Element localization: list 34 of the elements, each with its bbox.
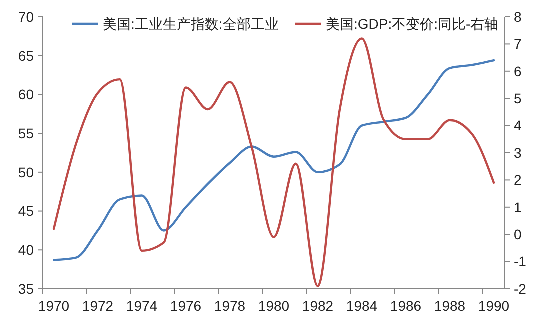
y-tick-label: 40 [18, 242, 34, 258]
y2-tick-label: 8 [514, 8, 522, 25]
line-series [52, 38, 496, 288]
y2-tick-label: 3 [514, 144, 522, 161]
y2-tick-label: 5 [514, 90, 522, 106]
y2-tick-label: 1 [514, 199, 522, 216]
y-tick-label: 35 [18, 280, 34, 297]
x-tick-label: 1972 [82, 298, 114, 314]
x-tick-label: 1988 [434, 298, 466, 314]
x-tick-label: 1976 [170, 298, 202, 314]
x-tick-label: 1982 [302, 298, 334, 314]
y-tick-label: 70 [18, 8, 34, 25]
x-tick-label: 1986 [390, 298, 422, 314]
y2-tick-label: 6 [514, 63, 522, 80]
legend-label: 美国:工业生产指数:全部工业 [103, 16, 279, 32]
y2-tick-label: 0 [514, 226, 522, 242]
x-tick-label: 1980 [258, 298, 290, 314]
y2-tick-label: -1 [514, 254, 527, 270]
y2-tick-label: -2 [514, 280, 527, 297]
legend-label: 美国:GDP:不变价:同比-右轴 [326, 16, 499, 32]
y-tick-label: 60 [18, 86, 34, 103]
y2-tick-label: 7 [514, 36, 522, 52]
y-tick-label: 50 [18, 164, 34, 180]
x-tick-label: 1974 [126, 298, 158, 314]
x-tick-label: 1978 [214, 298, 246, 314]
x-tick-label: 1970 [38, 298, 70, 314]
y-tick-label: 55 [18, 125, 34, 142]
y2-tick-label: 2 [514, 172, 522, 188]
x-tick-label: 1984 [346, 298, 378, 314]
x-tick-label: 1990 [478, 298, 510, 314]
line-series [52, 59, 496, 262]
y-tick-label: 45 [18, 203, 34, 220]
y-tick-label: 65 [18, 48, 34, 64]
y2-tick-label: 4 [514, 118, 522, 134]
